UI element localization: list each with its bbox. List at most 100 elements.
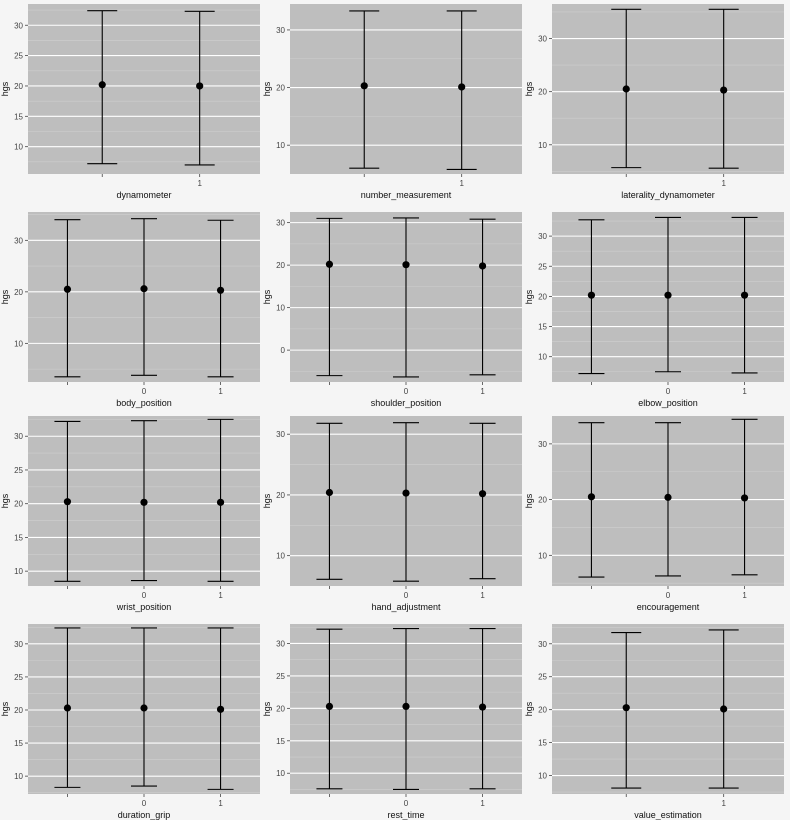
chart-panel: 10 15 20 25 30 0 1 wrist_position hgs <box>0 416 260 612</box>
chart-panel: 0 10 20 30 0 1 shoulder_position hgs <box>262 212 522 408</box>
y-tick-label: 15 <box>538 739 547 748</box>
x-axis-title: dynamometer <box>116 190 171 200</box>
x-tick-label: 1 <box>218 799 223 808</box>
mean-point <box>664 291 672 299</box>
y-axis-title: hgs <box>262 289 272 304</box>
y-tick-label: 0 <box>281 346 286 355</box>
mean-point <box>402 261 410 269</box>
y-tick-label: 20 <box>14 706 23 715</box>
x-tick-label: 1 <box>721 179 726 188</box>
x-axis-title: duration_grip <box>118 810 171 820</box>
mean-point <box>587 493 596 501</box>
x-tick-label: 1 <box>459 179 464 188</box>
mean-point <box>63 498 72 506</box>
mean-point <box>216 286 225 294</box>
x-tick-label: 0 <box>142 591 147 600</box>
mean-point <box>216 705 225 713</box>
x-tick-label: 0 <box>404 591 409 600</box>
x-axis-title: elbow_position <box>638 398 698 408</box>
y-tick-label: 20 <box>538 706 547 715</box>
x-axis-title: wrist_position <box>116 602 172 612</box>
mean-point <box>325 488 334 497</box>
plot-panel <box>552 624 784 794</box>
y-axis-title: hgs <box>0 701 10 716</box>
mean-point <box>140 704 148 712</box>
chart-panel: 10 20 30 0 1 body_position hgs <box>0 212 260 408</box>
mean-point <box>478 490 487 498</box>
y-tick-label: 10 <box>538 141 547 150</box>
y-axis-title: hgs <box>0 81 10 96</box>
y-tick-label: 30 <box>538 232 547 241</box>
mean-point <box>196 82 204 90</box>
y-tick-label: 10 <box>276 141 285 150</box>
x-tick-label: 0 <box>142 799 147 808</box>
mean-point <box>402 489 410 497</box>
y-tick-label: 30 <box>14 236 23 245</box>
mean-point <box>478 703 487 711</box>
mean-point <box>325 260 334 268</box>
mean-point <box>720 86 728 94</box>
x-tick-label: 1 <box>218 591 223 600</box>
x-tick-label: 1 <box>218 387 223 396</box>
mean-point <box>664 493 672 501</box>
y-axis-title: hgs <box>262 81 272 96</box>
x-tick-label: 1 <box>480 591 485 600</box>
y-tick-label: 10 <box>14 339 23 348</box>
x-tick-label: 0 <box>404 387 409 396</box>
y-tick-label: 20 <box>276 84 285 93</box>
y-axis-title: hgs <box>524 81 534 96</box>
y-tick-label: 25 <box>538 673 547 682</box>
mean-point <box>458 83 466 91</box>
chart-panel: 10 20 30 1 laterality_dynamometer hgs <box>524 4 784 200</box>
mean-point <box>360 82 368 90</box>
y-tick-label: 20 <box>538 88 547 97</box>
plot-panel <box>552 4 784 174</box>
x-tick-label: 1 <box>480 799 485 808</box>
y-tick-label: 10 <box>538 353 547 362</box>
x-tick-label: 0 <box>666 591 671 600</box>
y-axis-title: hgs <box>262 701 272 716</box>
y-tick-label: 10 <box>276 304 285 313</box>
mean-point <box>402 702 410 711</box>
y-tick-label: 15 <box>14 533 23 542</box>
y-axis-title: hgs <box>262 493 272 508</box>
mean-point <box>740 291 749 299</box>
y-tick-label: 25 <box>14 466 23 475</box>
y-axis-title: hgs <box>0 289 10 304</box>
y-tick-label: 15 <box>14 739 23 748</box>
y-tick-label: 30 <box>276 430 285 439</box>
chart-panel: 10 15 20 25 30 0 1 rest_time hgs <box>262 624 522 820</box>
y-tick-label: 30 <box>538 440 547 449</box>
y-tick-label: 20 <box>276 491 285 500</box>
mean-point <box>216 498 225 506</box>
x-tick-label: 1 <box>480 387 485 396</box>
y-axis-title: hgs <box>524 493 534 508</box>
y-tick-label: 30 <box>14 640 23 649</box>
mean-point <box>740 494 749 502</box>
x-tick-label: 0 <box>142 387 147 396</box>
x-tick-label: 0 <box>404 799 409 808</box>
x-tick-label: 1 <box>742 591 747 600</box>
x-axis-title: hand_adjustment <box>371 602 441 612</box>
y-tick-label: 30 <box>14 432 23 441</box>
y-tick-label: 20 <box>14 288 23 297</box>
chart-panel: 10 15 20 25 30 0 1 elbow_position hgs <box>524 212 784 408</box>
y-tick-label: 25 <box>14 673 23 682</box>
chart-panel: 10 15 20 25 30 1 dynamometer hgs <box>0 4 260 200</box>
mean-point <box>63 285 72 293</box>
x-tick-label: 1 <box>742 387 747 396</box>
x-tick-label: 1 <box>197 179 202 188</box>
y-tick-label: 10 <box>538 772 547 781</box>
x-axis-title: encouragement <box>637 602 700 612</box>
mean-point <box>622 704 630 712</box>
y-tick-label: 20 <box>538 292 547 301</box>
mean-point <box>98 81 106 89</box>
x-axis-title: body_position <box>116 398 172 408</box>
y-tick-label: 30 <box>276 219 285 228</box>
y-tick-label: 20 <box>276 261 285 270</box>
y-tick-label: 10 <box>276 769 285 778</box>
x-tick-label: 1 <box>721 799 726 808</box>
x-axis-title: laterality_dynamometer <box>621 190 715 200</box>
x-axis-title: number_measurement <box>361 190 452 200</box>
